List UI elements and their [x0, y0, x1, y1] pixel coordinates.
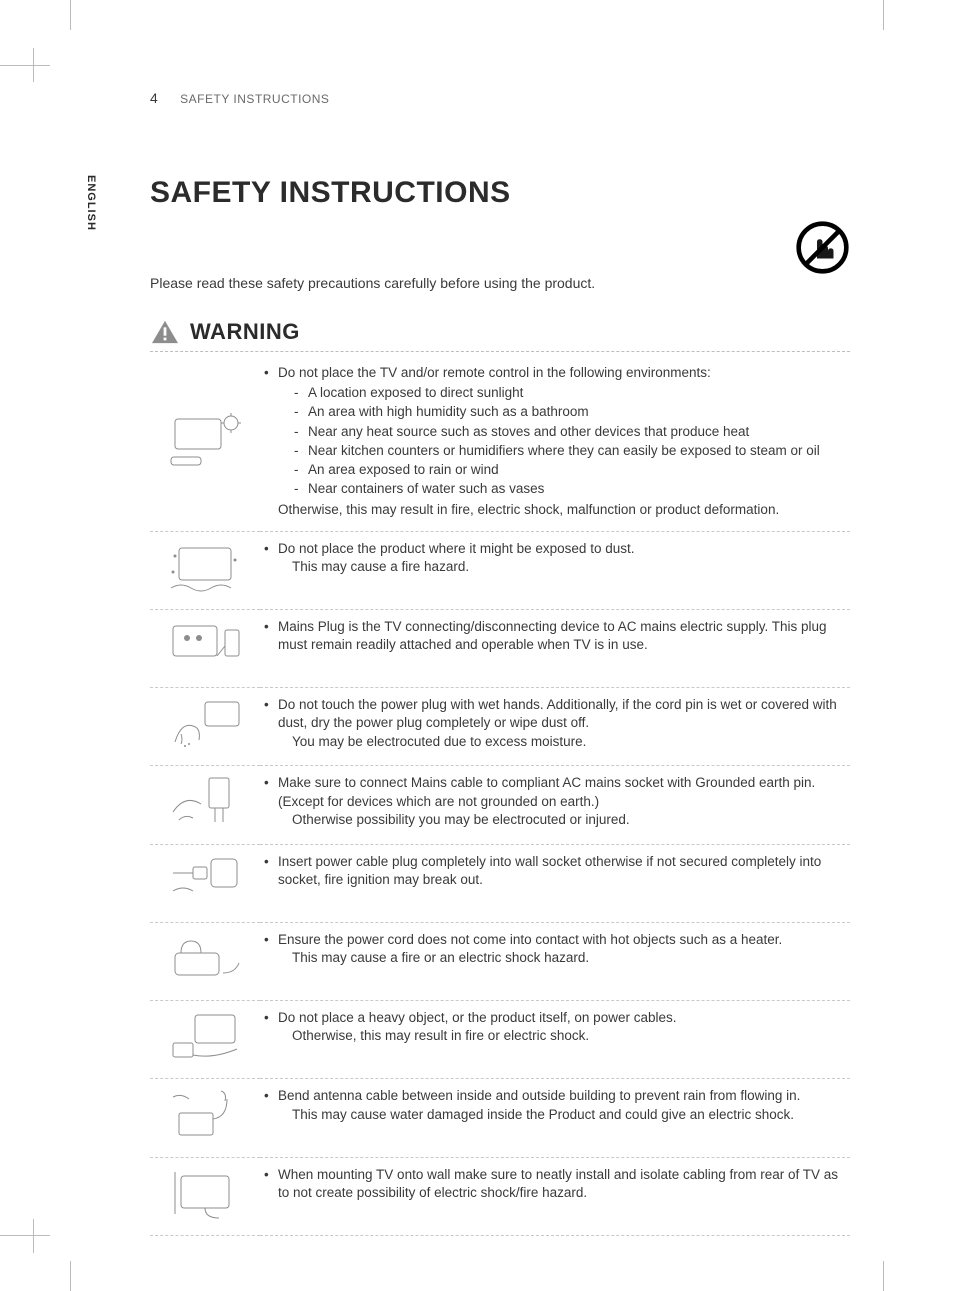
warning-sub-item: An area exposed to rain or wind: [294, 461, 850, 479]
warning-lead: Do not place a heavy object, or the prod…: [264, 1009, 850, 1045]
warning-tail: This may cause a fire hazard.: [278, 558, 850, 576]
language-tab: ENGLISH: [85, 175, 97, 231]
wall-mount-sketch: [161, 1164, 249, 1220]
page-content: 4 SAFETY INSTRUCTIONS SAFETY INSTRUCTION…: [150, 90, 850, 1236]
warning-sub-item: Near kitchen counters or humidifiers whe…: [294, 442, 850, 460]
warning-row: Do not place a heavy object, or the prod…: [150, 1001, 850, 1079]
warning-text-cell: Insert power cable plug completely into …: [260, 844, 850, 922]
warning-row: Do not place the TV and/or remote contro…: [150, 356, 850, 531]
crop-mark: [0, 1235, 50, 1236]
crop-mark: [0, 65, 50, 66]
warning-icon-cell: [150, 922, 260, 1000]
warning-row: Make sure to connect Mains cable to comp…: [150, 766, 850, 844]
warning-row: Bend antenna cable between inside and ou…: [150, 1079, 850, 1157]
warning-heading: WARNING: [150, 319, 850, 352]
running-header: 4 SAFETY INSTRUCTIONS: [150, 90, 850, 106]
running-header-text: SAFETY INSTRUCTIONS: [180, 92, 329, 106]
warning-row: When mounting TV onto wall make sure to …: [150, 1157, 850, 1235]
warning-tail: This may cause a fire or an electric sho…: [278, 949, 850, 967]
warning-row: Do not touch the power plug with wet han…: [150, 688, 850, 766]
warning-icon-cell: [150, 356, 260, 531]
warning-triangle-icon: [150, 319, 180, 345]
warning-icon-cell: [150, 531, 260, 609]
warning-tail: Otherwise, this may result in fire or el…: [278, 1027, 850, 1045]
crop-mark: [70, 1261, 71, 1291]
warning-row: Insert power cable plug completely into …: [150, 844, 850, 922]
ground-plug-sketch: [161, 772, 249, 828]
warning-lead: When mounting TV onto wall make sure to …: [264, 1166, 850, 1202]
page-number: 4: [150, 90, 158, 106]
warning-text-cell: Do not place the TV and/or remote contro…: [260, 356, 850, 531]
warning-text-cell: Mains Plug is the TV connecting/disconne…: [260, 609, 850, 687]
warning-row: Mains Plug is the TV connecting/disconne…: [150, 609, 850, 687]
tv-sun-remote-sketch: [161, 411, 249, 467]
intro-text: Please read these safety precautions car…: [150, 275, 850, 291]
warning-icon-cell: [150, 766, 260, 844]
warning-text-cell: Do not place a heavy object, or the prod…: [260, 1001, 850, 1079]
warning-sub-item: An area with high humidity such as a bat…: [294, 403, 850, 421]
warning-tail: This may cause water damaged inside the …: [278, 1106, 850, 1124]
warning-text-cell: Make sure to connect Mains cable to comp…: [260, 766, 850, 844]
warning-icon-cell: [150, 688, 260, 766]
cord-heater-sketch: [161, 929, 249, 985]
warning-row: Do not place the product where it might …: [150, 531, 850, 609]
page-title: SAFETY INSTRUCTIONS: [150, 176, 850, 210]
tv-plug-sketch: [161, 616, 249, 672]
warning-table: Do not place the TV and/or remote contro…: [150, 356, 850, 1236]
warning-lead: Do not place the TV and/or remote contro…: [264, 364, 850, 519]
do-not-touch-icon: [795, 220, 850, 275]
crop-mark: [883, 1261, 884, 1291]
warning-sub-item: A location exposed to direct sunlight: [294, 384, 850, 402]
warning-icon-cell: [150, 1079, 260, 1157]
warning-tail: Otherwise possibility you may be electro…: [278, 811, 850, 829]
insert-plug-sketch: [161, 851, 249, 907]
wet-hand-plug-sketch: [161, 694, 249, 750]
antenna-bend-sketch: [161, 1085, 249, 1141]
crop-mark: [70, 0, 71, 30]
warning-tail: Otherwise, this may result in fire, elec…: [278, 501, 850, 519]
warning-lead: Ensure the power cord does not come into…: [264, 931, 850, 967]
crop-mark: [33, 1219, 34, 1253]
warning-label: WARNING: [190, 319, 300, 345]
crop-mark: [33, 48, 34, 82]
warning-tail: You may be electrocuted due to excess mo…: [278, 733, 850, 751]
warning-text-cell: Do not place the product where it might …: [260, 531, 850, 609]
warning-text-cell: Ensure the power cord does not come into…: [260, 922, 850, 1000]
warning-text-cell: Bend antenna cable between inside and ou…: [260, 1079, 850, 1157]
warning-sub-item: Near any heat source such as stoves and …: [294, 423, 850, 441]
warning-sub-item: Near containers of water such as vases: [294, 480, 850, 498]
warning-icon-cell: [150, 1001, 260, 1079]
warning-icon-cell: [150, 609, 260, 687]
warning-row: Ensure the power cord does not come into…: [150, 922, 850, 1000]
warning-lead: Make sure to connect Mains cable to comp…: [264, 774, 850, 829]
crop-mark: [883, 0, 884, 30]
warning-lead: Do not place the product where it might …: [264, 540, 850, 576]
warning-text-cell: When mounting TV onto wall make sure to …: [260, 1157, 850, 1235]
tv-dust-sketch: [161, 538, 249, 594]
warning-icon-cell: [150, 1157, 260, 1235]
warning-lead: Mains Plug is the TV connecting/disconne…: [264, 618, 850, 654]
warning-icon-cell: [150, 844, 260, 922]
warning-lead: Bend antenna cable between inside and ou…: [264, 1087, 850, 1123]
heavy-on-cable-sketch: [161, 1007, 249, 1063]
warning-lead: Do not touch the power plug with wet han…: [264, 696, 850, 751]
warning-lead: Insert power cable plug completely into …: [264, 853, 850, 889]
warning-text-cell: Do not touch the power plug with wet han…: [260, 688, 850, 766]
